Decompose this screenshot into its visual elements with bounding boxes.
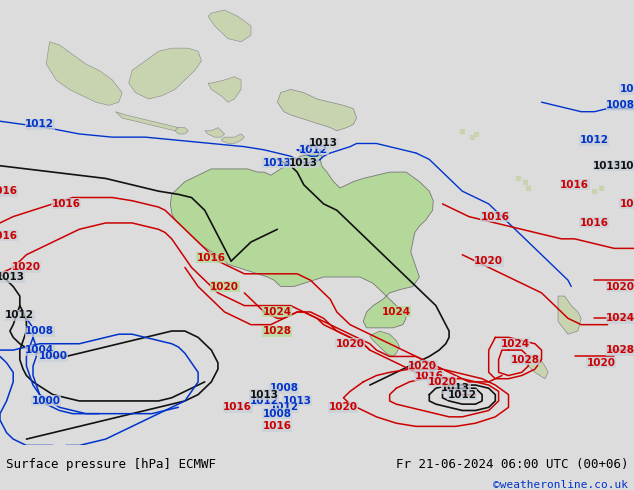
Polygon shape <box>46 42 122 105</box>
Text: Surface pressure [hPa] ECMWF: Surface pressure [hPa] ECMWF <box>6 458 216 471</box>
Text: 1028: 1028 <box>606 345 634 355</box>
Text: 1016: 1016 <box>51 199 81 209</box>
Text: 1024: 1024 <box>263 307 292 317</box>
Polygon shape <box>558 296 581 334</box>
Text: 1000: 1000 <box>38 351 67 362</box>
Text: 1000: 1000 <box>32 396 61 406</box>
Polygon shape <box>370 331 399 356</box>
Text: 1013: 1013 <box>441 383 470 393</box>
Text: 1020: 1020 <box>586 358 616 368</box>
Text: 1020: 1020 <box>335 339 365 349</box>
Text: 1012: 1012 <box>5 310 34 320</box>
Text: 1013: 1013 <box>309 139 338 148</box>
Text: 1016: 1016 <box>223 402 252 412</box>
Text: 1028: 1028 <box>510 355 540 365</box>
Text: Fr 21-06-2024 06:00 UTC (00+06): Fr 21-06-2024 06:00 UTC (00+06) <box>396 458 628 471</box>
Text: 1016: 1016 <box>580 218 609 228</box>
Text: 1020: 1020 <box>210 282 239 292</box>
Text: 1016: 1016 <box>415 370 444 381</box>
Text: 1020: 1020 <box>329 402 358 412</box>
Polygon shape <box>208 10 251 42</box>
Text: 1012: 1012 <box>448 390 477 399</box>
Text: 1016: 1016 <box>197 253 226 263</box>
Polygon shape <box>525 356 548 379</box>
Text: 1016: 1016 <box>263 421 292 431</box>
Text: 1013: 1013 <box>283 396 312 406</box>
Text: 1008: 1008 <box>263 409 292 418</box>
Text: 1008: 1008 <box>619 84 634 95</box>
Text: 1020: 1020 <box>408 361 437 371</box>
Text: 1024: 1024 <box>501 339 529 349</box>
Text: 1013: 1013 <box>593 161 622 171</box>
Polygon shape <box>208 77 241 102</box>
Polygon shape <box>278 90 356 131</box>
Text: 1024: 1024 <box>382 307 411 317</box>
Text: 1008: 1008 <box>25 326 54 336</box>
Text: 1013: 1013 <box>0 272 24 282</box>
Polygon shape <box>221 134 244 144</box>
Polygon shape <box>175 127 188 134</box>
Text: 1012: 1012 <box>250 396 279 406</box>
Polygon shape <box>205 127 224 137</box>
Text: 1013: 1013 <box>250 390 279 399</box>
Text: 1016: 1016 <box>0 231 18 241</box>
Text: 1020: 1020 <box>606 282 634 292</box>
Text: ©weatheronline.co.uk: ©weatheronline.co.uk <box>493 480 628 490</box>
Text: 1016: 1016 <box>619 199 634 209</box>
Text: 1013: 1013 <box>263 158 292 168</box>
Polygon shape <box>115 112 178 131</box>
Text: 1020: 1020 <box>12 263 41 272</box>
Text: 1004: 1004 <box>25 345 54 355</box>
Text: 1020: 1020 <box>428 377 457 387</box>
Polygon shape <box>171 153 433 328</box>
Text: 1012: 1012 <box>25 120 54 129</box>
Text: 1016: 1016 <box>0 186 18 196</box>
Text: 1024: 1024 <box>606 313 634 323</box>
Text: 1020: 1020 <box>474 256 503 266</box>
Text: 1008: 1008 <box>269 383 299 393</box>
Text: 1016: 1016 <box>560 180 589 190</box>
Text: 1028: 1028 <box>263 326 292 336</box>
Text: 1012: 1012 <box>580 135 609 146</box>
Text: 1013: 1013 <box>289 158 318 168</box>
Polygon shape <box>129 48 202 99</box>
Text: 1012: 1012 <box>299 145 328 155</box>
Text: 1012: 1012 <box>269 402 299 412</box>
Text: 1013: 1013 <box>619 161 634 171</box>
Text: 1016: 1016 <box>481 212 510 221</box>
Text: 1008: 1008 <box>606 100 634 110</box>
